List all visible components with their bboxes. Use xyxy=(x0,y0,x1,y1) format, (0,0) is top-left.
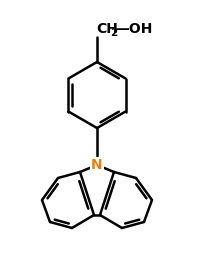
Text: 2: 2 xyxy=(110,28,117,38)
Text: CH: CH xyxy=(96,22,118,36)
Text: N: N xyxy=(91,158,103,172)
Text: —OH: —OH xyxy=(115,22,152,36)
